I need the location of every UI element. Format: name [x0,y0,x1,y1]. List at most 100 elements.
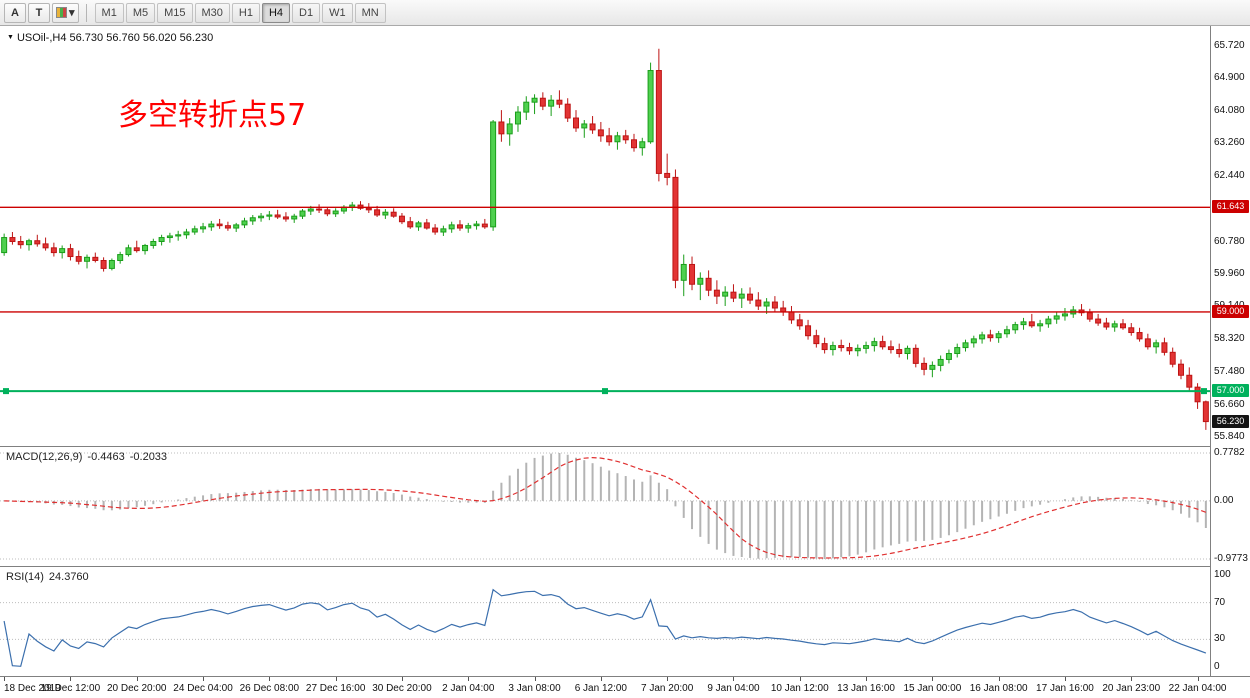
candle [1153,339,1160,354]
candle [59,245,66,259]
line-drag-handle[interactable] [3,388,9,395]
line-drag-handle[interactable] [602,388,608,395]
time-axis-tick [534,677,536,681]
timeframe-button-mn[interactable]: MN [354,2,386,23]
time-axis-tick [335,677,337,681]
time-axis-tick [4,677,6,681]
candle [788,306,795,324]
candle [125,244,132,257]
candle [755,292,762,310]
time-axis-label: 9 Jan 04:00 [707,683,760,694]
candle [84,254,91,269]
candlestick-chart[interactable] [0,26,1210,446]
chart-text-annotation[interactable]: 多空转折点57 [118,98,307,133]
candle [805,319,812,340]
main-chart-panel[interactable]: ▼ USOil-,H4 56.730 56.760 56.020 56.230 多… [0,26,1210,446]
candle [887,340,894,354]
timeframe-button-m1[interactable]: M1 [94,2,124,23]
candle [258,213,265,222]
candle [249,214,256,225]
candle [672,169,679,289]
price-axis[interactable]: 65.72064.90064.08063.26062.44061.62060.7… [1210,26,1250,676]
dropdown-caret-icon: ▾ [69,7,75,19]
candle [1037,319,1044,332]
macd-axis-label: -0.9773 [1214,553,1248,564]
panel-divider[interactable] [0,566,1250,567]
candle [398,213,405,225]
candle [639,137,646,156]
time-axis-tick [600,677,602,681]
chart-menu-icon[interactable]: ▼ [7,34,14,41]
text-tool-button[interactable]: A [4,2,26,23]
macd-signal-line [4,456,1207,559]
candle [937,355,944,372]
panel-divider[interactable] [0,446,1250,447]
candle [730,284,737,303]
time-axis-tick [70,677,72,681]
price-level-badge: 59.000 [1212,304,1249,318]
time-axis-label: 15 Jan 00:00 [903,683,962,694]
candle [67,243,74,261]
crosshair-tool-button[interactable]: T [28,2,50,23]
time-axis-label: 18 Dec 2019 [4,683,61,694]
candle [108,258,115,271]
time-axis-tick [468,677,470,681]
candle [349,201,356,212]
price-axis-label: 65.720 [1214,39,1245,51]
candle [456,220,463,231]
timeframe-button-w1[interactable]: W1 [322,2,353,23]
time-axis-tick [667,677,669,681]
toolbar-separator [85,3,87,22]
timeframe-button-m5[interactable]: M5 [125,2,156,23]
rsi-indicator-panel[interactable]: RSI(14) 24.3760 [0,567,1210,676]
price-axis-label: 64.900 [1214,72,1245,84]
candle [1095,313,1102,326]
candle [1202,400,1209,430]
candle [92,252,99,263]
time-axis-label: 24 Dec 04:00 [173,683,233,694]
candle [523,96,530,120]
timeframe-button-h1[interactable]: H1 [231,2,260,23]
objects-dropdown-button[interactable]: ▾ [52,2,79,23]
candle [821,337,828,354]
timeframe-button-m30[interactable]: M30 [194,2,230,23]
candle [1053,311,1060,324]
candle [655,48,662,182]
time-axis-label: 13 Jan 16:00 [837,683,895,694]
candle [473,220,480,230]
macd-axis-label: 0.7782 [1214,447,1245,458]
candle [1028,313,1035,328]
candle [879,335,886,350]
macd-chart [0,452,1210,560]
timeframe-button-d1[interactable]: D1 [292,2,321,23]
candle [631,133,638,152]
time-axis[interactable]: 18 Dec 2019 19 Dec 12:00 20 Dec 20:00 24 De… [0,677,1250,698]
candle [846,342,853,355]
timeframe-button-h4[interactable]: H4 [261,2,291,23]
candle [17,235,24,249]
candle [1177,359,1184,380]
candle [680,254,687,297]
time-axis-tick [799,677,801,681]
candle [1103,317,1110,330]
candle [1136,327,1143,342]
current-price-badge: 56.230 [1212,414,1249,428]
candle [183,228,190,239]
candle [904,345,911,360]
rsi-axis-label: 30 [1214,633,1226,645]
line-drag-handle[interactable] [1201,388,1207,395]
candle [42,237,49,251]
candle [448,221,455,233]
candle [291,213,298,223]
time-axis-tick [269,677,271,681]
candle [481,218,488,229]
candle [382,209,389,219]
rsi-line [3,588,1207,667]
macd-indicator-panel[interactable]: MACD(12,26,9) -0.4463 -0.2033 [0,447,1210,566]
timeframe-button-m15[interactable]: M15 [157,2,193,23]
chart-ohlc-values: 56.730 56.760 56.020 56.230 [69,32,214,44]
rsi-axis-label: 100 [1214,569,1231,580]
time-axis-label: 6 Jan 12:00 [574,683,627,694]
candle [531,94,538,115]
candle [647,62,654,144]
